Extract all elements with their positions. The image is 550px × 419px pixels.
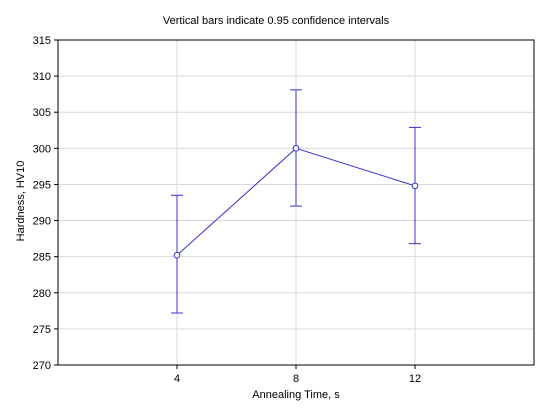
- y-tick-label: 300: [33, 143, 51, 155]
- y-tick-label: 280: [33, 288, 51, 300]
- x-axis: 4 8 12: [174, 365, 421, 385]
- y-tick-label: 275: [33, 324, 51, 336]
- y-tick-label: 270: [33, 360, 51, 372]
- y-tick-label: 295: [33, 179, 51, 191]
- series-layer: [171, 89, 421, 314]
- y-axis: 270 275 280 285 290 295 300 305 310 315: [33, 35, 58, 372]
- y-tick-label: 290: [33, 216, 51, 228]
- data-point: [411, 182, 419, 190]
- y-tick-label: 315: [33, 35, 51, 47]
- x-tick-label: 8: [293, 373, 299, 385]
- x-tick-label: 12: [409, 373, 421, 385]
- x-tick-label: 4: [174, 373, 180, 385]
- y-tick-label: 305: [33, 107, 51, 119]
- y-axis-label: Hardness, HV10: [15, 161, 27, 242]
- chart-title: Vertical bars indicate 0.95 confidence i…: [163, 15, 390, 27]
- data-point: [173, 251, 181, 259]
- y-tick-label: 285: [33, 252, 51, 264]
- x-axis-label: Annealing Time, s: [252, 389, 340, 401]
- data-point: [292, 145, 300, 152]
- y-tick-label: 310: [33, 71, 51, 83]
